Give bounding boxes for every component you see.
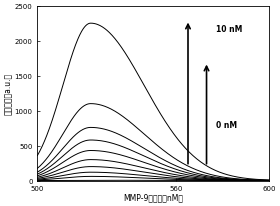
Text: 0 nM: 0 nM xyxy=(216,121,237,130)
Text: 10 nM: 10 nM xyxy=(216,25,242,34)
X-axis label: MMP-9的浓度（nM）: MMP-9的浓度（nM） xyxy=(123,193,183,202)
Y-axis label: 荧光强度（a.u.）: 荧光强度（a.u.） xyxy=(4,73,13,115)
